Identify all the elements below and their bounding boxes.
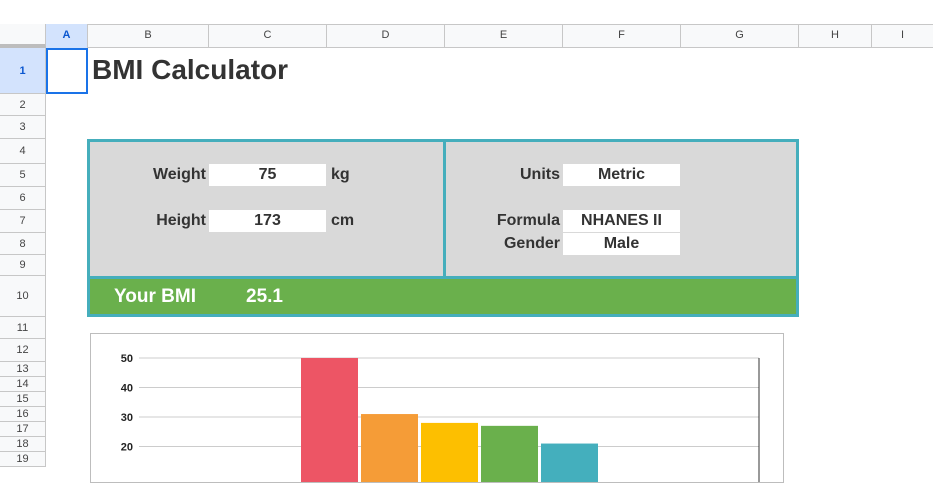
column-header-e[interactable]: E <box>445 24 563 48</box>
row-header-19[interactable]: 19 <box>0 452 46 467</box>
column-header-c[interactable]: C <box>209 24 327 48</box>
weight-label: Weight <box>152 166 206 183</box>
selected-cell-a1[interactable] <box>46 48 88 94</box>
column-header-d[interactable]: D <box>327 24 445 48</box>
row-header-13[interactable]: 13 <box>0 362 46 377</box>
gender-label: Gender <box>503 235 560 252</box>
column-header-a[interactable]: A <box>46 24 88 48</box>
weight-unit: kg <box>331 166 350 183</box>
row-header-2[interactable]: 2 <box>0 94 46 116</box>
y-tick-label: 20 <box>121 442 133 454</box>
bmi-chart-svg: 50 40 30 20 <box>121 353 760 487</box>
row-header-16[interactable]: 16 <box>0 407 46 422</box>
column-header-b[interactable]: B <box>88 24 209 48</box>
row-header-10[interactable]: 10 <box>0 276 46 317</box>
chart-bar <box>481 425 538 487</box>
chart-bar <box>361 414 418 487</box>
formula-select[interactable]: NHANES II <box>563 210 680 232</box>
row-header-6[interactable]: 6 <box>0 187 46 210</box>
bmi-result-bar <box>87 276 799 317</box>
chart-bar <box>301 358 358 487</box>
height-input[interactable]: 173 <box>209 210 326 232</box>
bmi-result-label: Your BMI <box>114 286 196 307</box>
page-title: BMI Calculator <box>92 54 289 85</box>
units-label: Units <box>520 166 560 183</box>
row-header-15[interactable]: 15 <box>0 392 46 407</box>
bmi-chart[interactable]: 50 40 30 20 <box>90 333 784 487</box>
column-header-i[interactable]: I <box>900 29 905 41</box>
row-header-7[interactable]: 7 <box>0 210 46 233</box>
row-header-8[interactable]: 8 <box>0 233 46 255</box>
row-header-11[interactable]: 11 <box>0 317 46 339</box>
y-tick-label: 50 <box>121 353 133 365</box>
column-header-bar <box>0 24 933 48</box>
row-header-14[interactable]: 14 <box>0 377 46 392</box>
units-select[interactable]: Metric <box>563 164 680 186</box>
chart-bar <box>421 422 478 487</box>
chart-bar <box>541 443 598 487</box>
height-unit: cm <box>331 212 355 229</box>
row-header-4[interactable]: 4 <box>0 139 46 164</box>
panel-divider <box>443 139 446 276</box>
row-header-3[interactable]: 3 <box>0 116 46 139</box>
row-header-18[interactable]: 18 <box>0 437 46 452</box>
row-header-5[interactable]: 5 <box>0 164 46 187</box>
row-header-12[interactable]: 12 <box>0 339 46 362</box>
column-header-f[interactable]: F <box>563 24 681 48</box>
column-header-h[interactable]: H <box>799 24 872 48</box>
row-header-1[interactable]: 1 <box>0 48 46 94</box>
y-tick-label: 30 <box>121 412 133 424</box>
bmi-result-value: 25.1 <box>246 286 283 307</box>
row-header-17[interactable]: 17 <box>0 422 46 437</box>
row-header-9[interactable]: 9 <box>0 255 46 276</box>
y-tick-label: 40 <box>121 383 133 395</box>
height-label: Height <box>156 212 206 229</box>
select-all-corner[interactable] <box>0 24 46 48</box>
weight-input[interactable]: 75 <box>209 164 326 186</box>
formula-label: Formula <box>496 212 560 229</box>
gender-select[interactable]: Male <box>563 233 680 255</box>
column-header-g[interactable]: G <box>681 24 799 48</box>
